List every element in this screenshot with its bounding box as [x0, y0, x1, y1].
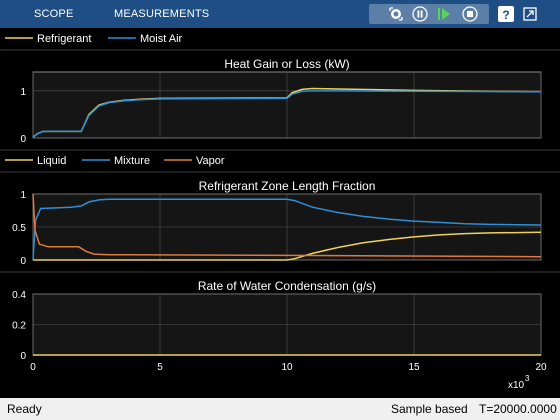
svg-text:?: ?: [502, 8, 509, 22]
series-line-vapor: [32, 193, 542, 258]
y-tick-label: 0: [20, 351, 26, 362]
step-forward-icon[interactable]: [434, 4, 454, 24]
sample-mode: Sample based: [391, 402, 468, 416]
simulation-time: T=20000.0000: [479, 402, 557, 416]
x-exponent-label: x10: [508, 380, 525, 391]
pause-icon[interactable]: [410, 4, 430, 24]
chart-title: Heat Gain or Loss (kW): [224, 57, 349, 71]
x-exponent-power: 3: [525, 374, 530, 383]
series-line-moist-air: [32, 90, 542, 138]
legend-entry: Liquid: [37, 155, 66, 167]
y-tick-label: 0: [20, 256, 26, 267]
series-line-mixture: [32, 198, 542, 261]
undock-icon[interactable]: [520, 4, 540, 24]
scope-plot-area: Refrigerant Moist Air Heat Gain or Loss (k…: [0, 28, 560, 398]
tab-scope[interactable]: SCOPE: [34, 8, 74, 20]
tab-measurements[interactable]: MEASUREMENTS: [114, 8, 210, 20]
stop-icon[interactable]: [460, 4, 480, 24]
y-tick-label: 1: [20, 87, 26, 98]
snap-icon[interactable]: [386, 4, 406, 24]
x-tick-label: 15: [408, 362, 420, 373]
x-tick-label: 10: [281, 362, 293, 373]
x-tick-label: 20: [535, 362, 547, 373]
help-icon[interactable]: ?: [496, 4, 516, 24]
chart-title: Rate of Water Condensation (g/s): [198, 279, 376, 293]
series-line-liquid: [33, 231, 542, 261]
y-tick-label: 1: [20, 190, 26, 201]
y-tick-label: 0: [20, 134, 26, 145]
simulation-controls: [369, 4, 489, 24]
x-tick-label: 0: [30, 362, 36, 373]
chart-title: Refrigerant Zone Length Fraction: [199, 179, 376, 193]
y-tick-label: 0.4: [12, 290, 26, 301]
scope-plots: Refrigerant Moist Air Heat Gain or Loss (k…: [0, 33, 560, 391]
legend-entry: Mixture: [114, 155, 150, 167]
legend-entry: Refrigerant: [37, 33, 91, 45]
legend-entry: Moist Air: [140, 33, 183, 45]
toolstrip: SCOPE MEASUREMENTS ?: [0, 0, 560, 28]
status-bar: Ready Sample based T=20000.0000: [0, 398, 560, 420]
x-tick-label: 5: [157, 362, 163, 373]
status-text: Ready: [7, 402, 42, 416]
y-tick-label: 0.5: [12, 223, 26, 234]
legend-entry: Vapor: [196, 155, 225, 167]
y-tick-label: 0.2: [12, 321, 26, 332]
